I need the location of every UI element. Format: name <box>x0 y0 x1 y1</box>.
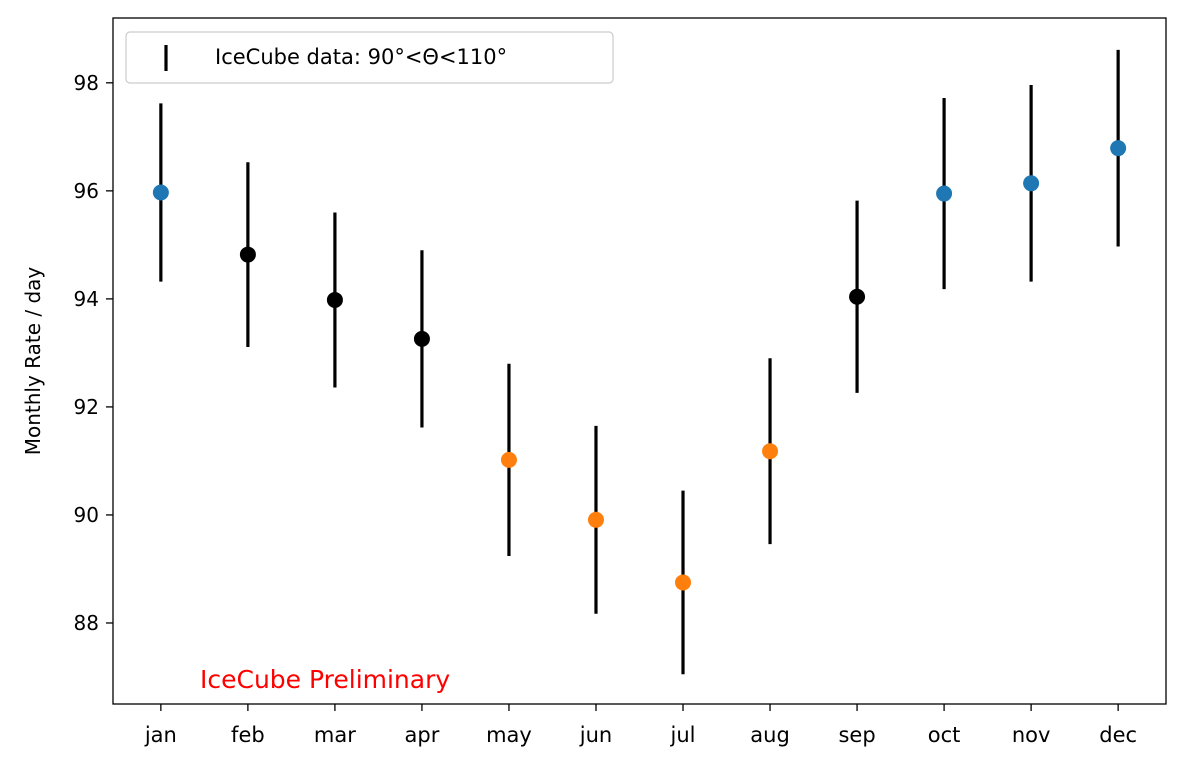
data-point-apr <box>413 330 430 347</box>
x-tick-label-aug: aug <box>750 723 790 747</box>
data-point-feb <box>239 246 256 263</box>
data-point-sep <box>849 288 866 305</box>
x-tick-label-jul: jul <box>670 723 696 747</box>
y-axis-label: Monthly Rate / day <box>21 267 45 456</box>
data-point-may <box>500 451 517 468</box>
data-point-jan <box>152 184 169 201</box>
axes-frame <box>112 17 1167 705</box>
x-tick-label-oct: oct <box>928 723 961 747</box>
y-tick-label: 94 <box>74 287 99 311</box>
data-point-nov <box>1023 175 1040 192</box>
x-tick-label-apr: apr <box>405 723 440 747</box>
x-axis: jan feb mar apr may jun jul aug sep oct nov dec <box>144 704 1137 747</box>
data-point-jul <box>675 574 692 591</box>
y-tick-label: 92 <box>74 395 99 419</box>
x-tick-label-may: may <box>486 723 532 747</box>
x-tick-label-mar: mar <box>314 723 356 747</box>
y-tick-label: 90 <box>74 503 99 527</box>
x-tick-label-nov: nov <box>1012 723 1051 747</box>
y-tick-label: 98 <box>74 71 99 95</box>
x-tick-label-feb: feb <box>231 723 265 747</box>
legend: IceCube data: 90°<Θ<110° <box>125 31 614 84</box>
data-point-jun <box>587 511 604 528</box>
preliminary-annotation: IceCube Preliminary <box>200 665 450 694</box>
x-tick-label-jan: jan <box>144 723 177 747</box>
y-axis: 88 90 92 94 96 98 <box>74 71 113 635</box>
x-tick-label-sep: sep <box>838 723 875 747</box>
plot-area <box>152 49 1127 675</box>
data-point-aug <box>762 443 779 460</box>
x-tick-label-jun: jun <box>579 723 612 747</box>
data-point-oct <box>936 185 953 202</box>
y-tick-label: 96 <box>74 179 99 203</box>
legend-box <box>125 31 614 84</box>
legend-label: IceCube data: 90°<Θ<110° <box>215 45 507 69</box>
data-point-mar <box>326 291 343 308</box>
data-point-dec <box>1110 140 1127 157</box>
y-tick-label: 88 <box>74 611 99 635</box>
x-tick-label-dec: dec <box>1099 723 1137 747</box>
